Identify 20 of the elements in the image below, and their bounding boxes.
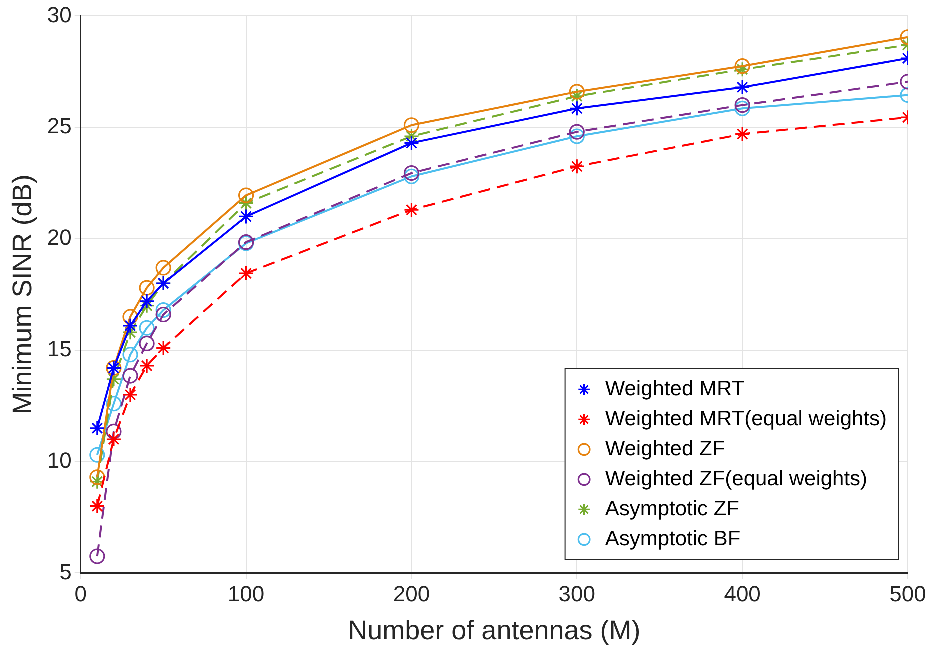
legend-label: Weighted ZF(equal weights) [605, 467, 868, 490]
x-tick-label: 400 [724, 581, 761, 606]
legend-label: Weighted ZF [605, 437, 726, 460]
x-tick-label: 500 [890, 581, 926, 606]
y-tick-label: 15 [47, 336, 72, 362]
legend-label: Weighted MRT [605, 377, 745, 400]
legend-label: Asymptotic BF [605, 527, 741, 550]
legend-label: Asymptotic ZF [605, 497, 740, 520]
x-tick-label: 0 [74, 581, 87, 606]
y-tick-label: 5 [60, 559, 72, 584]
x-tick-label: 200 [393, 581, 430, 606]
y-tick-label: 10 [47, 448, 72, 473]
x-tick-label: 300 [558, 581, 596, 606]
y-axis-title: Minimum SINR (dB) [8, 174, 38, 415]
y-tick-label: 30 [47, 2, 72, 28]
y-tick-label: 20 [47, 225, 72, 250]
x-axis-title: Number of antennas (M) [348, 615, 641, 646]
y-tick-label: 25 [47, 114, 72, 139]
legend-label: Weighted MRT(equal weights) [605, 407, 887, 430]
x-tick-label: 100 [228, 581, 265, 606]
